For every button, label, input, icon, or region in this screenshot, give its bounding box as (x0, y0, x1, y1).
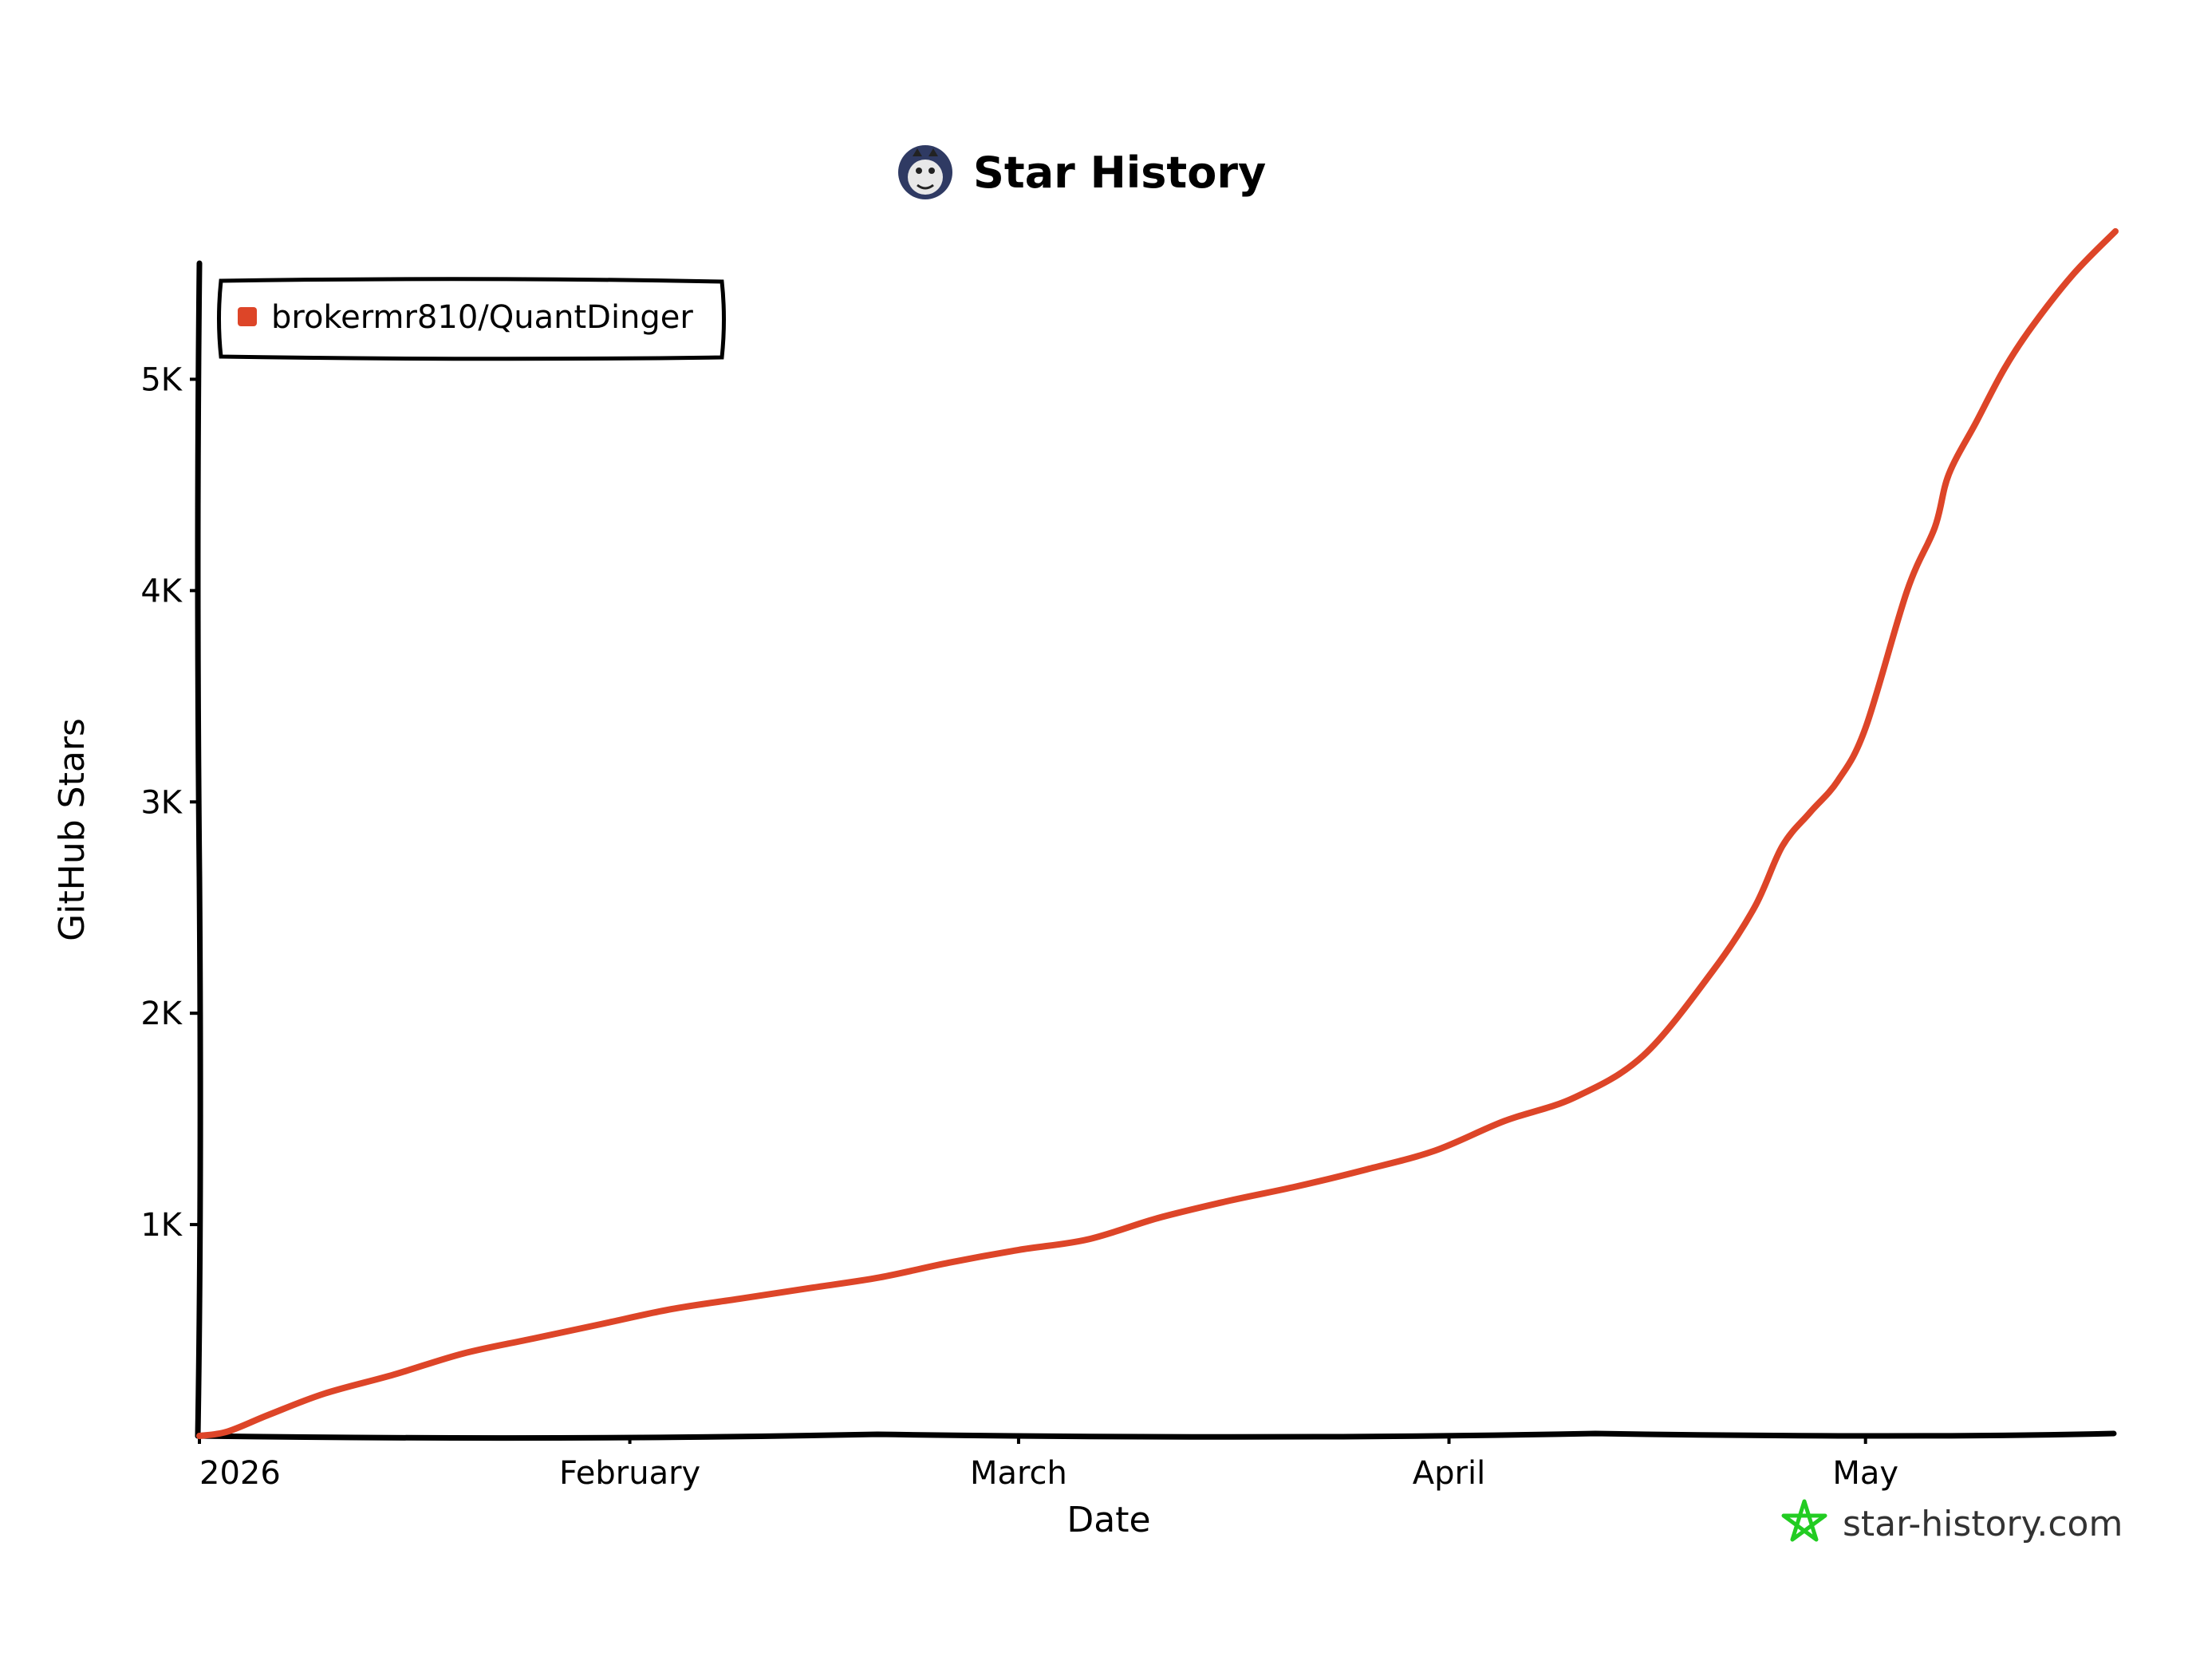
x-tick-label: 2026 (199, 1455, 281, 1492)
y-tick-label: 3K (140, 784, 183, 821)
chart-title: Star History (973, 148, 1266, 198)
x-axis-title: Date (1066, 1500, 1150, 1540)
y-axis-line (195, 260, 203, 1439)
x-tick-label: April (1413, 1455, 1485, 1492)
y-tick-label: 5K (140, 361, 183, 398)
legend-label: brokermr810/QuantDinger (271, 299, 693, 336)
x-tick-label: March (970, 1455, 1067, 1492)
chart-title-group: Star History (898, 145, 1266, 199)
star-outline-icon (1781, 1499, 1827, 1542)
x-axis-line (195, 1430, 2117, 1441)
y-tick-label: 2K (140, 996, 183, 1032)
y-tick-label: 1K (140, 1207, 183, 1244)
watermark: star-history.com (1781, 1499, 2123, 1544)
x-tick-label: May (1832, 1455, 1898, 1492)
legend: brokermr810/QuantDinger (217, 277, 726, 361)
legend-box (217, 277, 726, 361)
star-history-logo-icon (898, 145, 952, 199)
x-tick-label: February (559, 1455, 700, 1492)
watermark-text: star-history.com (1843, 1504, 2123, 1544)
y-tick-label: 4K (140, 573, 183, 609)
y-axis-title: GitHub Stars (52, 718, 93, 941)
x-axis-ticks: 2026 February March April May (198, 1436, 1898, 1492)
y-axis-ticks: 1K 2K 3K 4K 5K (140, 361, 199, 1244)
series-line-brokermr810-quantdinger (196, 228, 2119, 1439)
legend-swatch (238, 307, 257, 326)
